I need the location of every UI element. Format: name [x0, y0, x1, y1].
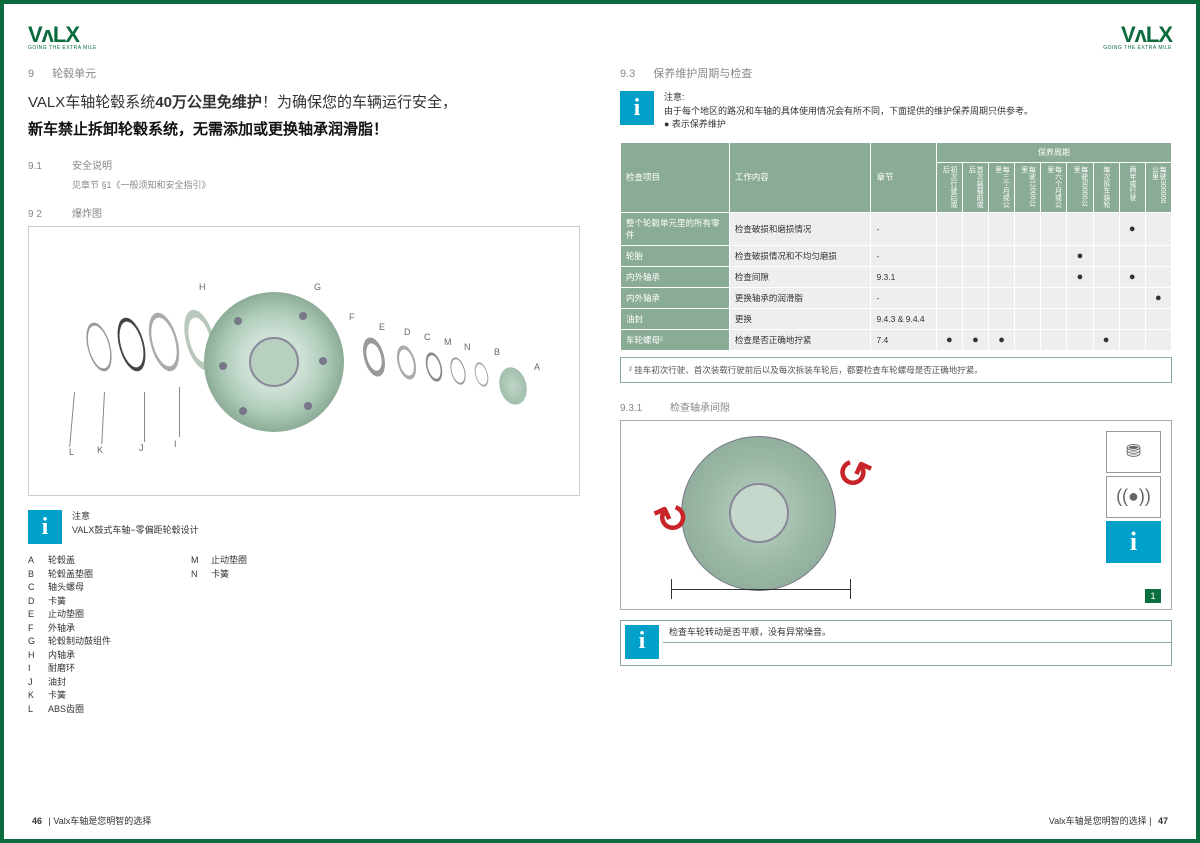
section-header: 9 轮毂单元 [28, 65, 580, 81]
subsection-9-1: 9.1 安全说明 [28, 157, 580, 172]
period-header: 每三个月或公里 [989, 162, 1015, 212]
table-row: 轮胎检查破损情况和不均匀磨损-● [621, 245, 1172, 266]
period-header: 初次行驶后或后 [936, 162, 962, 212]
check-note-box: i 检查车轮转动是否平顺，没有异常噪音。 [620, 620, 1172, 666]
period-header: 每六个月或公里 [1041, 162, 1067, 212]
part-item: N卡簧 [191, 568, 247, 582]
part-item: G轮毂制动鼓组件 [28, 635, 111, 649]
section-number: 9 [28, 68, 34, 80]
part-item: H内轴承 [28, 649, 111, 663]
part-item: C轴头螺母 [28, 581, 111, 595]
period-header: 每驶50000公里 [1067, 162, 1093, 212]
headline-1: VALX车轴轮毂系统40万公里免维护！为确保您的车辆运行安全， [28, 91, 580, 112]
period-header: 首次装载前或后 [962, 162, 988, 212]
table-row: 车轮螺母²检查是否正确地拧紧7.4●●●● [621, 329, 1172, 350]
maintenance-note: i 注意: 由于每个地区的路况和车轴的具体使用情况会有所不同，下面提供的维护保养… [620, 91, 1172, 132]
brand-tagline: GOING THE EXTRA MILE [28, 45, 97, 51]
period-header: 每驶12000公里 [1015, 162, 1041, 212]
left-page: VᴧLX GOING THE EXTRA MILE 9 轮毂单元 VALX车轴轮… [8, 8, 600, 835]
parts-legend: A轮毂盖B轮毂盖垫圈C轴头螺母D卡簧E止动垫圈F外轴承G轮毂制动鼓组件H内轴承I… [28, 554, 580, 716]
period-header: 每驶300000公里 [1145, 162, 1171, 212]
part-item: A轮毂盖 [28, 554, 111, 568]
footer-left: 46 | Valx车轴是您明智的选择 [28, 814, 151, 827]
maintenance-table: 检查项目 工作内容 章节 保养周期 初次行驶后或后首次装载前或后每三个月或公里每… [620, 142, 1172, 351]
part-item: F外轴承 [28, 622, 111, 636]
info-icon: i [1106, 521, 1161, 563]
table-row: 内外轴承检查间隙9.3.1●● [621, 266, 1172, 287]
bearing-check-diagram: ↻ ↻ ⛃ ((●)) i 1 [620, 420, 1172, 610]
info-icon: i [28, 510, 62, 544]
part-item: I耐磨环 [28, 662, 111, 676]
info-icon: i [620, 91, 654, 125]
table-footnote: ² 挂车初次行驶、首次装载行驶前后以及每次拆装车轮后，都要检查车轮螺母是否正确地… [620, 357, 1172, 383]
jack-icon: ⛃ [1106, 431, 1161, 473]
table-row: 油封更换9.4.3 & 9.4.4 [621, 308, 1172, 329]
subsection-9-2: 9 2 爆炸图 [28, 205, 580, 220]
right-page: VᴧLX GOING THE EXTRA MILE 9.3 保养维护周期与检查 … [600, 8, 1192, 835]
part-item: K卡簧 [28, 689, 111, 703]
rotation-arrow-icon: ↻ [828, 446, 878, 502]
section-9-3: 9.3 保养维护周期与检查 [620, 65, 1172, 81]
table-row: 整个轮毂单元里的所有零件检查破损和磨损情况-● [621, 212, 1172, 245]
subsection-9-3-1: 9.3.1 检查轴承间隙 [620, 399, 1172, 414]
part-item: M止动垫圈 [191, 554, 247, 568]
part-item: LABS齿圈 [28, 703, 111, 717]
info-note: i 注意 VALX鼓式车轴−零偏距轮毂设计 [28, 510, 580, 544]
tool-icons: ⛃ ((●)) i [1106, 431, 1161, 563]
logo-right: VᴧLX GOING THE EXTRA MILE [620, 22, 1172, 51]
part-item: B轮毂盖垫圈 [28, 568, 111, 582]
reference-text: 见章节 §1《一般须知和安全指引》 [72, 178, 580, 191]
brake-icon: ((●)) [1106, 476, 1161, 518]
section-title: 轮毂单元 [52, 65, 96, 81]
step-number: 1 [1145, 589, 1161, 603]
dimension-line [671, 579, 851, 599]
period-header: 每次拆车装轮 [1093, 162, 1119, 212]
part-item: D卡簧 [28, 595, 111, 609]
part-item: J油封 [28, 676, 111, 690]
footer-right: Valx车轴是您明智的选择 | 47 [1049, 814, 1172, 827]
logo-left: VᴧLX GOING THE EXTRA MILE [28, 22, 580, 51]
exploded-diagram: L K J I H G F E D C M N B A [28, 226, 580, 496]
period-header: 两年或行驶 [1119, 162, 1145, 212]
headline-2: 新车禁止拆卸轮毂系统，无需添加或更换轴承润滑脂！ [28, 118, 580, 139]
table-row: 内外轴承更换轴承的润滑脂-● [621, 287, 1172, 308]
part-item: E止动垫圈 [28, 608, 111, 622]
info-icon: i [625, 625, 659, 659]
